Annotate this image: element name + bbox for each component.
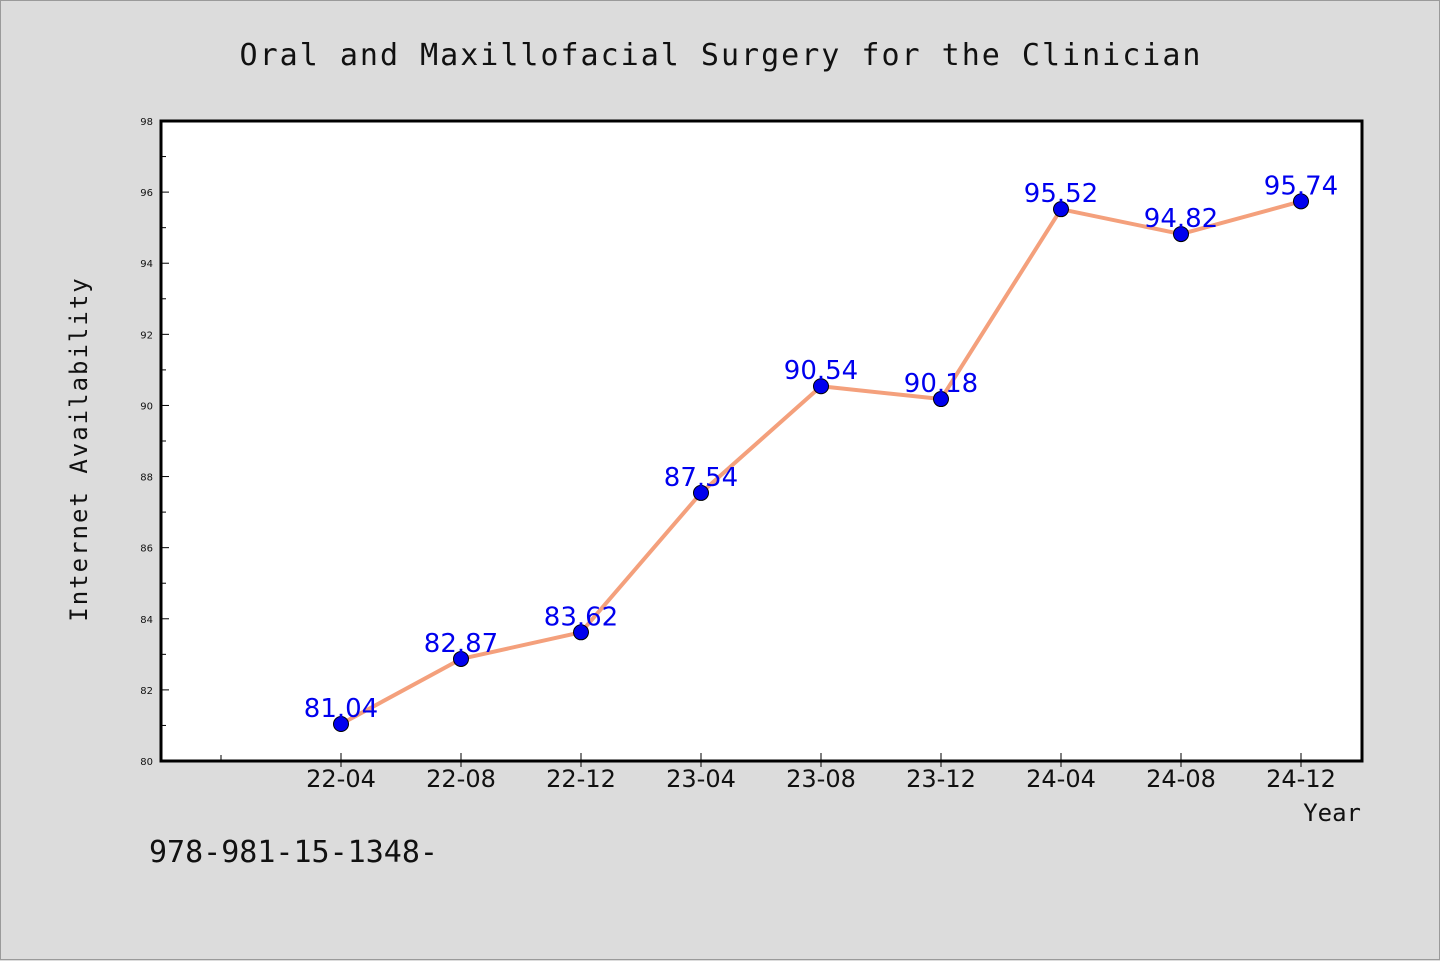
chart-title: Oral and Maxillofacial Surgery for the C…	[240, 38, 1203, 73]
data-point	[813, 378, 829, 395]
data-label: 95.52	[1024, 179, 1098, 209]
y-tick-label: 84	[140, 615, 153, 626]
data-label: 87.54	[664, 463, 738, 493]
data-point	[1173, 226, 1189, 243]
x-tick-label: 24-12	[1266, 765, 1336, 793]
data-label: 83.62	[544, 602, 618, 632]
data-point	[1293, 193, 1309, 210]
data-label: 95.74	[1264, 171, 1338, 201]
x-tick-label: 22-04	[306, 765, 376, 793]
data-point	[1053, 201, 1069, 218]
data-point	[933, 391, 949, 408]
x-tick-label: 22-12	[546, 765, 616, 793]
y-tick-label: 90	[140, 401, 153, 412]
y-tick-label: 88	[140, 473, 153, 484]
data-point	[693, 484, 709, 501]
y-tick-label: 96	[140, 188, 153, 199]
data-label: 82.87	[424, 629, 498, 659]
x-tick-label: 23-08	[786, 765, 856, 793]
y-tick-label: 80	[140, 757, 153, 768]
x-tick-label: 24-04	[1026, 765, 1096, 793]
y-tick-label: 86	[140, 544, 153, 555]
x-tick-label: 22-08	[426, 765, 496, 793]
data-label: 81.04	[304, 694, 378, 724]
data-point	[453, 650, 469, 667]
data-point	[573, 624, 589, 641]
y-tick-label: 82	[140, 686, 153, 697]
data-label: 90.54	[784, 356, 858, 386]
y-tick-label: 94	[140, 259, 153, 270]
y-axis-label: Internet Availability	[65, 276, 93, 621]
x-tick-label: 24-08	[1146, 765, 1216, 793]
x-axis-label: Year	[1303, 799, 1361, 827]
footer-isbn-text: 978-981-15-1348-	[149, 835, 438, 870]
data-point	[333, 716, 349, 733]
y-tick-label: 92	[140, 330, 153, 341]
x-tick-label: 23-12	[906, 765, 976, 793]
y-tick-label: 98	[140, 117, 153, 128]
data-label: 90.18	[904, 369, 978, 399]
data-label: 94.82	[1144, 204, 1218, 234]
x-tick-label: 23-04	[666, 765, 736, 793]
